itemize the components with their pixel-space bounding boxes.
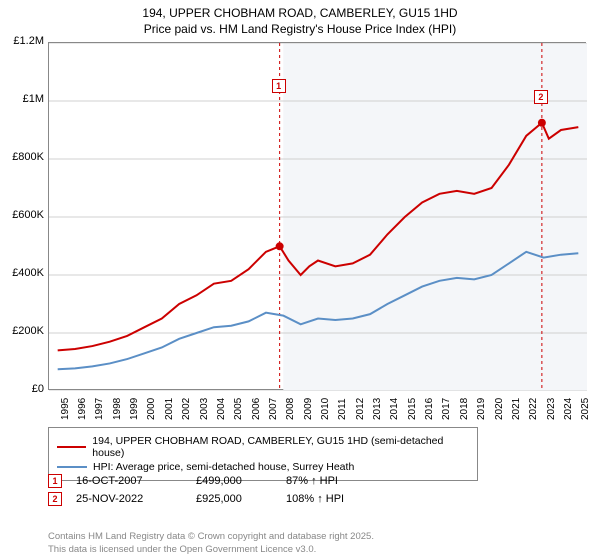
x-tick-label: 2011 bbox=[337, 398, 348, 420]
sale-date: 25-NOV-2022 bbox=[76, 493, 196, 505]
y-tick-label: £600K bbox=[2, 209, 44, 221]
x-tick-label: 1997 bbox=[94, 398, 105, 420]
x-tick-label: 2004 bbox=[216, 398, 227, 420]
sale-marker: 2 bbox=[534, 90, 548, 104]
x-tick-label: 2020 bbox=[494, 398, 505, 420]
sale-marker-badge: 2 bbox=[48, 492, 62, 506]
x-tick-label: 2021 bbox=[511, 398, 522, 420]
x-tick-label: 1999 bbox=[129, 398, 140, 420]
y-tick-label: £400K bbox=[2, 267, 44, 279]
y-tick-label: £800K bbox=[2, 151, 44, 163]
legend-swatch bbox=[57, 466, 87, 468]
y-tick-label: £0 bbox=[2, 383, 44, 395]
x-tick-label: 2007 bbox=[268, 398, 279, 420]
footer-line-1: Contains HM Land Registry data © Crown c… bbox=[48, 531, 374, 543]
x-tick-label: 2012 bbox=[355, 398, 366, 420]
x-tick-label: 2008 bbox=[285, 398, 296, 420]
legend-item: 194, UPPER CHOBHAM ROAD, CAMBERLEY, GU15… bbox=[57, 435, 469, 459]
x-tick-label: 2023 bbox=[546, 398, 557, 420]
x-tick-label: 2000 bbox=[146, 398, 157, 420]
x-tick-label: 1995 bbox=[60, 398, 71, 420]
sales-table: 1 16-OCT-2007 £499,000 87% ↑ HPI 2 25-NO… bbox=[48, 470, 406, 510]
chart-container: 194, UPPER CHOBHAM ROAD, CAMBERLEY, GU15… bbox=[0, 0, 600, 560]
sale-price: £925,000 bbox=[196, 493, 286, 505]
x-tick-label: 2017 bbox=[441, 398, 452, 420]
x-tick-label: 1998 bbox=[112, 398, 123, 420]
x-tick-label: 2009 bbox=[303, 398, 314, 420]
chart-plot-area bbox=[48, 42, 586, 390]
x-tick-label: 2025 bbox=[580, 398, 591, 420]
sale-pct: 87% ↑ HPI bbox=[286, 475, 406, 487]
x-tick-label: 2015 bbox=[407, 398, 418, 420]
sale-marker: 1 bbox=[272, 79, 286, 93]
sale-marker-badge: 1 bbox=[48, 474, 62, 488]
x-tick-label: 1996 bbox=[77, 398, 88, 420]
x-tick-label: 2003 bbox=[199, 398, 210, 420]
title-line-1: 194, UPPER CHOBHAM ROAD, CAMBERLEY, GU15… bbox=[0, 6, 600, 22]
chart-svg bbox=[49, 43, 587, 391]
y-tick-label: £200K bbox=[2, 325, 44, 337]
x-tick-label: 2010 bbox=[320, 398, 331, 420]
x-tick-label: 2018 bbox=[459, 398, 470, 420]
x-tick-label: 2006 bbox=[251, 398, 262, 420]
x-tick-label: 2024 bbox=[563, 398, 574, 420]
sale-price: £499,000 bbox=[196, 475, 286, 487]
footer-line-2: This data is licensed under the Open Gov… bbox=[48, 544, 374, 556]
x-tick-label: 2013 bbox=[372, 398, 383, 420]
sales-row: 2 25-NOV-2022 £925,000 108% ↑ HPI bbox=[48, 492, 406, 506]
title-block: 194, UPPER CHOBHAM ROAD, CAMBERLEY, GU15… bbox=[0, 0, 600, 39]
x-tick-label: 2002 bbox=[181, 398, 192, 420]
x-tick-label: 2022 bbox=[528, 398, 539, 420]
legend-swatch bbox=[57, 446, 86, 448]
x-tick-label: 2019 bbox=[476, 398, 487, 420]
y-tick-label: £1M bbox=[2, 93, 44, 105]
footer: Contains HM Land Registry data © Crown c… bbox=[48, 531, 374, 556]
x-tick-label: 2014 bbox=[389, 398, 400, 420]
y-tick-label: £1.2M bbox=[2, 35, 44, 47]
sale-pct: 108% ↑ HPI bbox=[286, 493, 406, 505]
legend-label: 194, UPPER CHOBHAM ROAD, CAMBERLEY, GU15… bbox=[92, 435, 469, 459]
title-line-2: Price paid vs. HM Land Registry's House … bbox=[0, 22, 600, 38]
sale-date: 16-OCT-2007 bbox=[76, 475, 196, 487]
x-tick-label: 2005 bbox=[233, 398, 244, 420]
sales-row: 1 16-OCT-2007 £499,000 87% ↑ HPI bbox=[48, 474, 406, 488]
x-tick-label: 2016 bbox=[424, 398, 435, 420]
x-tick-label: 2001 bbox=[164, 398, 175, 420]
